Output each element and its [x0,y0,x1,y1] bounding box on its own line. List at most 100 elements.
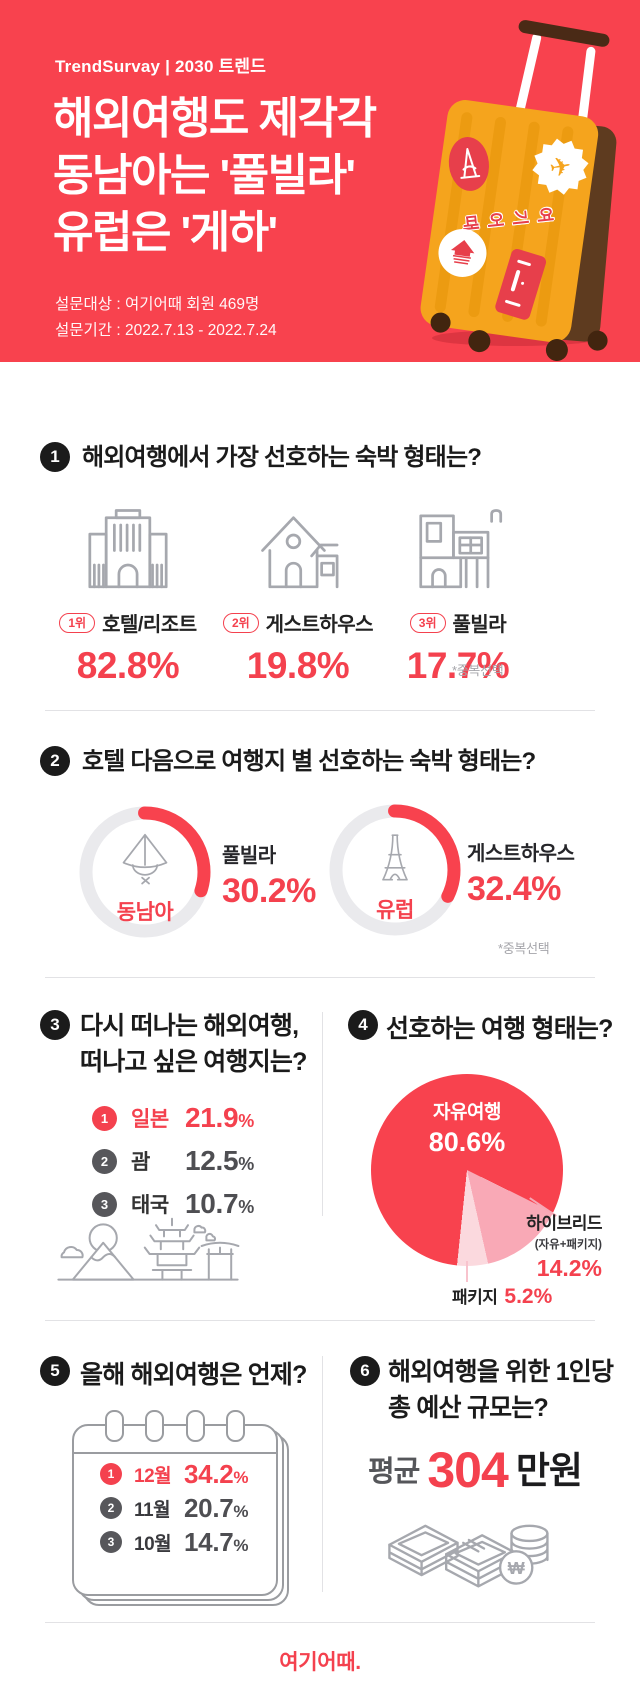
month-percent: 20.7 [184,1492,234,1523]
title-line-1: 해외여행도 제각각 [53,94,377,143]
multi-select-footnote: *중복선택 [452,663,504,678]
question-1-title: 해외여행에서 가장 선호하는 숙박 형태는? [82,444,482,471]
donut-percent: 32.4% [467,870,561,908]
month-label: 10월 [134,1533,172,1555]
rank-badge: 3위 [409,612,446,633]
month-ranking: 1 12월 34.2% 2 11월 20.7% 3 10월 14.7% [100,1459,260,1564]
question-3-title: 다시 떠나는 해외여행, 떠나고 싶은 여행지는? [80,1012,307,1076]
donut-chart-southeast-asia: 동남아 [77,804,213,940]
pie-slice-sublabel: (자유+패키지) [534,1239,602,1251]
question-2-title: 호텔 다음으로 여행지 별 선호하는 숙박 형태는? [82,748,536,775]
donut-chart-europe: 유럽 [327,802,463,938]
section-divider [45,977,595,978]
airplane-sticker: ✈ [528,134,594,200]
suitcase-body: ✈ 여기어때. [418,97,601,345]
pagoda-sticker [435,225,490,281]
multi-select-footnote: *중복선택 [498,941,550,956]
accommodation-label: 게스트하우스 [265,614,374,636]
pie-slice-percent: 14.2% [536,1255,602,1281]
region-label: 유럽 [376,899,414,922]
ranking-row: 1 일본 21.9% [92,1102,312,1133]
conical-hat-icon [122,833,168,885]
poolvilla-icon [419,509,503,589]
donut-value-europe: 게스트하우스 32.4% [467,837,575,909]
question-5-title: 올해 해외여행은 언제? [80,1361,307,1389]
header-banner: TrendSurvay | 2030 트렌드 해외여행도 제각각 동남아는 '풀… [0,0,640,363]
accommodation-item-hotel: 1위 호텔/리조트 82.8% [42,500,214,687]
pie-slice-label: 패키지 [452,1288,498,1307]
donut-arc [79,806,211,938]
budget-prefix: 평균 [368,1456,420,1488]
section-divider [45,1320,595,1321]
suitcase-wheel [544,337,570,363]
guesthouse-icon [261,516,339,589]
rank-2-badge: 2 [92,1148,117,1174]
destination-label: 괌 [131,1151,150,1174]
calendar-ring [186,1410,205,1442]
pie-slice-label: 하이브리드 [526,1214,602,1233]
brand-logo: 여기어때. [279,1651,361,1674]
question-2-number: 2 [40,746,70,776]
pie-callout-package: 패키지 5.2% [452,1283,552,1309]
accommodation-item-poolvilla: 3위 풀빌라 17.7% [380,500,536,687]
eiffel-icon [460,148,481,179]
hotel-icon [88,509,168,589]
donut-percent: 30.2% [222,872,316,910]
budget-suffix: 만원 [515,1450,583,1491]
won-symbol: ₩ [508,1558,525,1578]
ranking-row: 2 11월 20.7% [100,1492,260,1523]
suitcase-illustration: ✈ 여기어때. [402,19,622,363]
column-divider [322,1356,323,1592]
accommodation-percent: 82.8% [76,645,180,686]
accommodation-item-guesthouse: 2위 게스트하우스 19.8% [212,500,384,687]
question-3-number: 3 [40,1010,70,1040]
survey-period: 설문기간 : 2022.7.13 - 2022.7.24 [55,322,277,339]
question-6-number: 6 [350,1356,380,1386]
question-6-title: 해외여행을 위한 1인당 총 예산 규모는? [388,1358,614,1422]
donut-arc [329,804,461,936]
ranking-row: 3 10월 14.7% [100,1527,260,1557]
destination-ranking: 1 일본 21.9% 2 괌 12.5% 3 태국 10.7% [92,1102,312,1234]
pie-slice-percent: 5.2% [504,1285,553,1308]
accommodation-percent: 19.8% [246,645,350,686]
destination-percent: 10.7 [185,1188,239,1219]
pie-main-label: 자유여행 80.6% [371,1097,563,1158]
footer-divider [45,1622,595,1623]
suitcase-wheel [586,329,609,352]
destination-percent: 21.9 [185,1102,239,1133]
money-illustration: ₩ [388,1524,549,1588]
question-4-number: 4 [348,1010,378,1040]
donut-value-southeast-asia: 풀빌라 30.2% [222,839,316,911]
donut-label: 게스트하우스 [467,843,575,865]
question-4-title: 선호하는 여행 형태는? [386,1015,613,1043]
average-budget: 평균 304 만원 [368,1440,583,1495]
column-divider [322,1012,323,1216]
accommodation-percent: 17.7% [406,645,510,686]
title-line-3: 유럽은 '게하' [53,208,278,257]
accommodation-label: 호텔/리조트 [102,614,197,636]
ranking-row: 1 12월 34.2% [100,1459,260,1489]
month-label: 12월 [134,1465,172,1487]
month-label: 11월 [134,1499,171,1521]
rank-1-badge: 1 [92,1105,117,1131]
travel-style-pie [371,1074,563,1266]
ranking-row: 3 태국 10.7% [92,1188,312,1219]
calendar-ring [105,1410,124,1442]
plane-icon: ✈ [547,149,574,183]
question-1-number: 1 [40,442,70,472]
pie-slice-label: 자유여행 [433,1102,501,1123]
rank-badge: 1위 [59,612,96,633]
destination-label: 일본 [131,1108,169,1131]
donut-label: 풀빌라 [222,845,276,867]
rank-3-badge: 3 [92,1191,117,1217]
rank-badge: 2위 [222,612,259,633]
destination-label: 태국 [131,1194,169,1217]
calendar-header [74,1426,276,1454]
survey-meta: 설문대상 : 여기어때 회원 469명 설문기간 : 2022.7.13 - 2… [55,292,277,344]
title-line-2: 동남아는 '풀빌라' [53,151,356,200]
destination-percent: 12.5 [185,1145,239,1176]
survey-target: 설문대상 : 여기어때 회원 469명 [55,296,260,313]
calendar-ring [226,1410,245,1442]
eyebrow-text: TrendSurvay | 2030 트렌드 [55,57,267,76]
